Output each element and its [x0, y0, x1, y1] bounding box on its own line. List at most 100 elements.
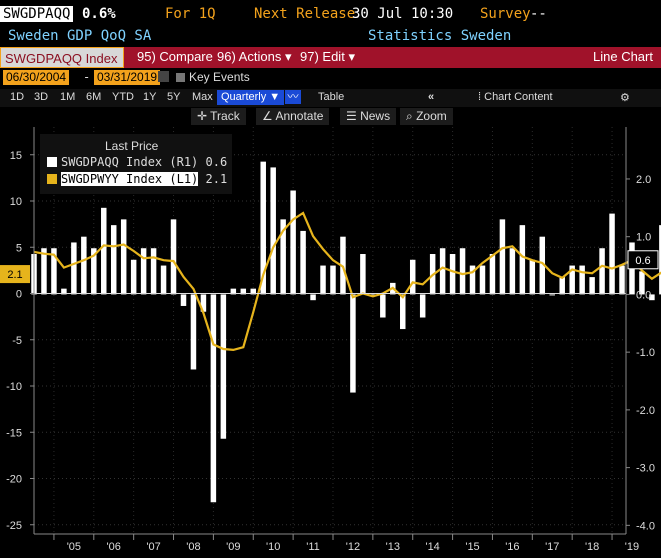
bar — [549, 294, 555, 296]
bars-series — [31, 161, 661, 503]
bar — [469, 265, 476, 295]
end-date-input[interactable]: 03/31/2019 — [94, 70, 161, 85]
bar — [61, 288, 67, 295]
bar — [519, 225, 526, 295]
edit-button[interactable]: 97) Edit ▾ — [300, 49, 355, 65]
left-tick-label: -10 — [6, 381, 22, 393]
right-tick-label: -4.0 — [636, 520, 655, 532]
table-button[interactable]: Table — [318, 91, 345, 103]
date-separator: - — [83, 70, 91, 84]
annotate-button[interactable]: ∠ Annotate — [256, 108, 330, 125]
index-field[interactable]: SWGDPAQQ Index — [0, 47, 125, 68]
bar — [200, 294, 207, 312]
zoom-button[interactable]: ⌕ Zoom — [400, 108, 453, 125]
frequency: For 1Q — [165, 6, 216, 22]
bar — [599, 248, 605, 295]
collapse-icon[interactable]: « — [428, 91, 435, 103]
bar — [370, 294, 376, 296]
chart-content-button[interactable]: ⁞ Chart Content — [478, 91, 553, 103]
bar — [170, 219, 177, 295]
frequency-dropdown[interactable]: Quarterly ▼ — [217, 90, 285, 105]
calendar-icon[interactable] — [158, 71, 169, 82]
compare-button[interactable]: 95) Compare — [137, 49, 213, 64]
pencil-icon: ∠ — [262, 109, 276, 123]
x-tick-label: '11 — [306, 541, 320, 553]
bar — [380, 294, 386, 318]
period-ytd[interactable]: YTD — [112, 91, 134, 103]
crosshair-icon: ✛ — [197, 109, 211, 123]
chart-type-button[interactable]: Line Chart — [593, 49, 653, 64]
period-3d[interactable]: 3D — [34, 91, 49, 103]
left-tick-label: 15 — [10, 150, 22, 162]
bar — [310, 294, 316, 301]
bar — [649, 294, 655, 301]
period-max[interactable]: Max — [192, 91, 213, 103]
bar — [360, 254, 366, 295]
left-axis-badge — [0, 265, 30, 284]
left-tick-label: -25 — [6, 520, 22, 532]
period-1d[interactable]: 1D — [10, 91, 25, 103]
right-tick-label: 2.0 — [636, 174, 651, 186]
legend-entry-line[interactable]: SWGDPWYY Index (L1) 2.1 — [47, 172, 227, 186]
x-tick-label: '16 — [505, 541, 519, 553]
bar — [280, 219, 286, 295]
bar — [81, 236, 87, 295]
chart-content-icon: ⁞ — [478, 91, 485, 103]
line-path — [33, 211, 661, 352]
chart-legend[interactable]: Last Price SWGDPAQQ Index (R1) 0.6 SWGDP… — [40, 134, 232, 194]
bar — [479, 265, 486, 295]
bar — [290, 190, 296, 295]
x-tick-label: '06 — [107, 541, 121, 553]
source: Statistics Sweden — [368, 28, 512, 44]
news-button[interactable]: ☰ News — [340, 108, 397, 125]
actions-label: 96) Actions — [217, 49, 282, 64]
bar — [41, 248, 47, 295]
line-chart-icon[interactable]: 〰 — [285, 90, 301, 104]
key-events-checkbox[interactable] — [176, 73, 185, 82]
right-tick-label: 0.0 — [636, 289, 651, 301]
x-tick-label: '13 — [386, 541, 400, 553]
bar — [330, 265, 336, 295]
period-6m[interactable]: 6M — [86, 91, 102, 103]
x-tick-label: '15 — [465, 541, 479, 553]
right-tick-label: 1.0 — [636, 232, 651, 244]
left-tick-label: 5 — [16, 242, 22, 254]
legend-swatch — [47, 157, 57, 167]
bar — [449, 254, 456, 295]
bar — [160, 265, 167, 295]
x-tick-label: '07 — [146, 541, 160, 553]
line-series — [33, 211, 661, 352]
bar — [190, 294, 197, 370]
function-toolbar: SWGDPAQQ Index 95) Compare 96) Actions ▾… — [0, 47, 661, 68]
legend-label: SWGDPWYY Index (L1) — [61, 172, 199, 186]
security-subheader: Sweden GDP QoQ SA Statistics Sweden — [0, 28, 661, 46]
bar — [101, 207, 107, 295]
gear-icon[interactable]: ⚙ — [620, 92, 630, 104]
left-tick-label: 0 — [16, 289, 22, 301]
news-label: News — [360, 109, 391, 123]
bar — [509, 248, 516, 295]
track-label: Track — [210, 109, 240, 123]
track-button[interactable]: ✛ Track — [191, 108, 246, 125]
start-date-input[interactable]: 06/30/2004 — [3, 70, 70, 85]
legend-entry-bars[interactable]: SWGDPAQQ Index (R1) 0.6 — [47, 155, 227, 169]
bar — [459, 248, 466, 295]
chart-content-label: Chart Content — [484, 91, 553, 103]
bar — [539, 236, 546, 295]
bar — [409, 259, 416, 295]
security-description: Sweden GDP QoQ SA — [8, 28, 152, 44]
actions-button[interactable]: 96) Actions ▾ — [217, 49, 291, 65]
period-1y[interactable]: 1Y — [143, 91, 157, 103]
legend-swatch — [47, 174, 57, 184]
gdp-chart[interactable]: 15 10 5 0 -5 -10 -15 -20 -25 2.0 1.0 0.0 -1.0 -2.0 -3.… — [0, 127, 661, 558]
period-5y[interactable]: 5Y — [167, 91, 181, 103]
next-release-value: 30 Jul 10:30 — [352, 6, 454, 22]
x-tick-label: '19 — [625, 541, 639, 553]
ticker[interactable]: SWGDPAQQ — [0, 6, 74, 22]
period-1m[interactable]: 1M — [60, 91, 76, 103]
key-events-label: Key Events — [189, 70, 250, 84]
bar — [51, 248, 57, 295]
survey-label: Survey — [480, 6, 531, 22]
right-axis-badge-label: 0.6 — [635, 255, 650, 267]
bar — [180, 294, 187, 306]
